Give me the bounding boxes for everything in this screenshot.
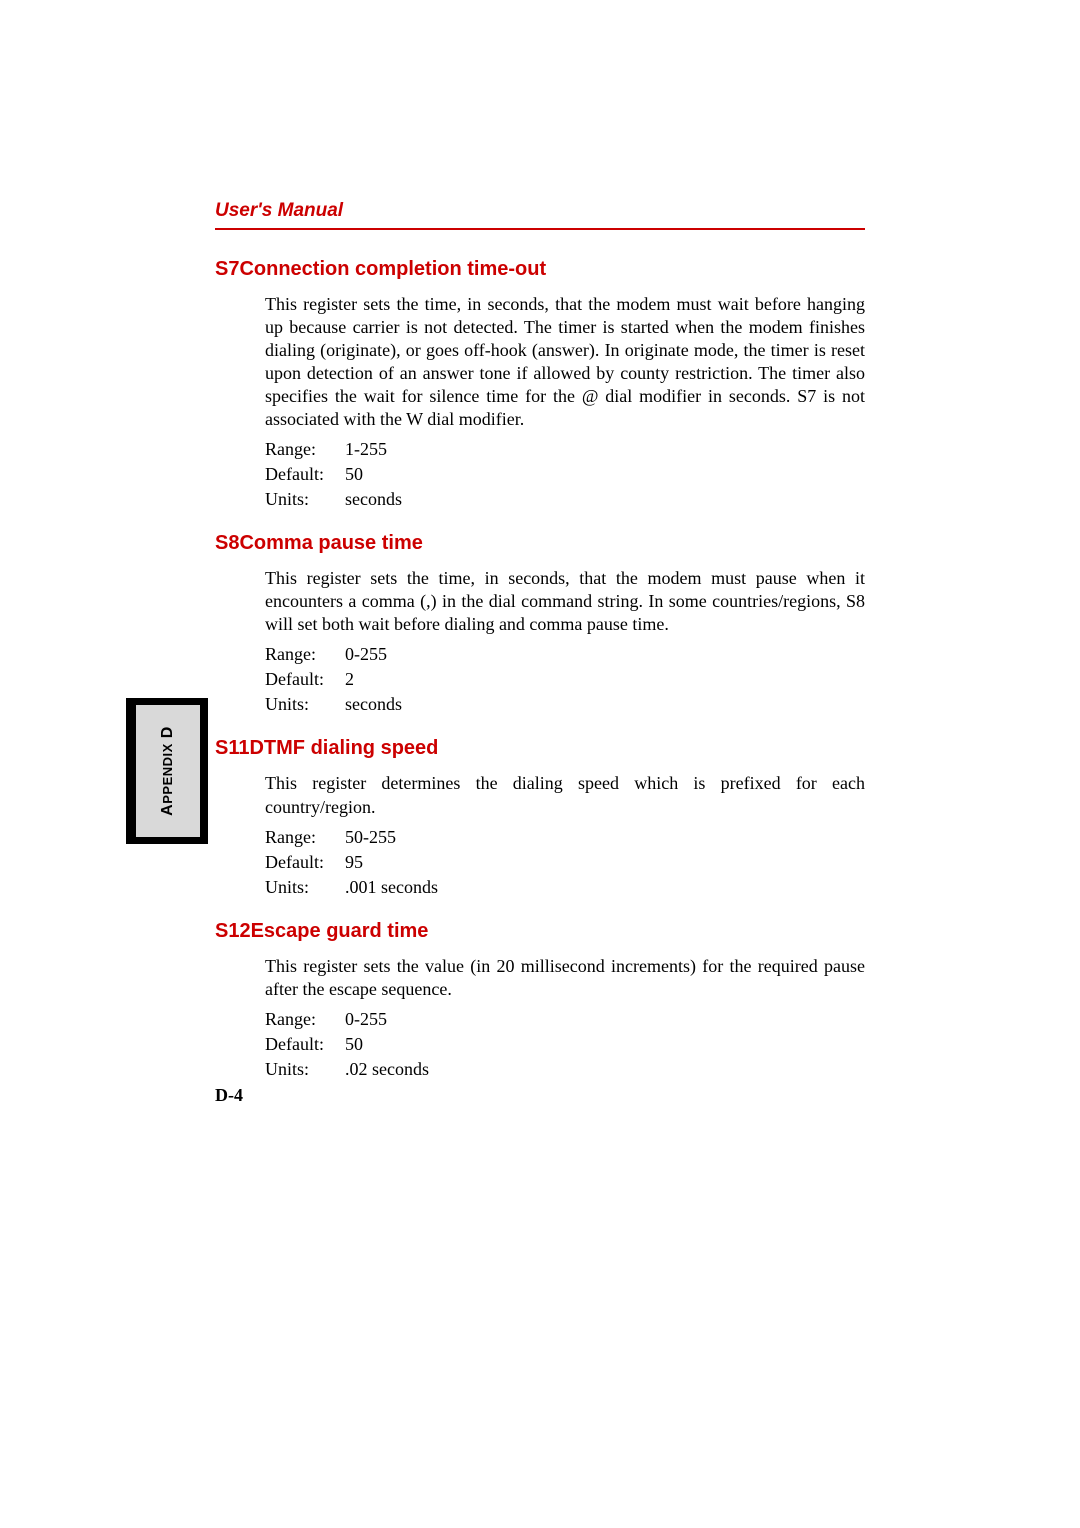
kv-value-range: 0-255 (345, 642, 402, 667)
kv-value-units: .001 seconds (345, 875, 438, 900)
kv-value-units: seconds (345, 487, 402, 512)
heading-s7: S7Connection completion time-out (215, 258, 865, 281)
body-s11: This register determines the dialing spe… (265, 772, 865, 899)
kv-s12: Range:0-255 Default:50 Units:.02 seconds (265, 1007, 429, 1082)
kv-s11: Range:50-255 Default:95 Units:.001 secon… (265, 825, 438, 900)
running-header: User's Manual (215, 200, 865, 230)
tab-label-rest: PPENDIX (160, 743, 175, 804)
kv-label-range: Range: (265, 437, 345, 462)
body-s7: This register sets the time, in seconds,… (265, 293, 865, 512)
kv-row: Units:.001 seconds (265, 875, 438, 900)
kv-row: Range:0-255 (265, 642, 402, 667)
kv-label-default: Default: (265, 850, 345, 875)
tab-label: APPENDIX D (159, 726, 177, 816)
kv-label-range: Range: (265, 1007, 345, 1032)
kv-row: Default:2 (265, 667, 402, 692)
body-s12: This register sets the value (in 20 mill… (265, 955, 865, 1082)
tab-label-suffix: D (159, 726, 176, 743)
kv-row: Range:0-255 (265, 1007, 429, 1032)
kv-value-default: 50 (345, 1032, 429, 1057)
kv-label-range: Range: (265, 642, 345, 667)
kv-label-default: Default: (265, 462, 345, 487)
page-content: User's Manual S7Connection completion ti… (215, 200, 865, 1082)
kv-row: Default:50 (265, 1032, 429, 1057)
kv-value-default: 95 (345, 850, 438, 875)
kv-value-default: 50 (345, 462, 402, 487)
para-s11: This register determines the dialing spe… (265, 772, 865, 818)
tab-inner: APPENDIX D (136, 705, 200, 837)
kv-label-range: Range: (265, 825, 345, 850)
kv-row: Range:50-255 (265, 825, 438, 850)
kv-label-units: Units: (265, 1057, 345, 1082)
para-s12: This register sets the value (in 20 mill… (265, 955, 865, 1001)
heading-s11: S11DTMF dialing speed (215, 737, 865, 760)
heading-s8: S8Comma pause time (215, 532, 865, 555)
kv-s7: Range:1-255 Default:50 Units:seconds (265, 437, 402, 512)
kv-row: Default:50 (265, 462, 402, 487)
kv-row: Range:1-255 (265, 437, 402, 462)
kv-label-units: Units: (265, 692, 345, 717)
appendix-tab: APPENDIX D (126, 698, 208, 844)
body-s8: This register sets the time, in seconds,… (265, 567, 865, 717)
kv-label-units: Units: (265, 875, 345, 900)
kv-label-units: Units: (265, 487, 345, 512)
kv-value-default: 2 (345, 667, 402, 692)
kv-row: Units:seconds (265, 487, 402, 512)
kv-row: Default:95 (265, 850, 438, 875)
kv-value-units: seconds (345, 692, 402, 717)
kv-value-range: 0-255 (345, 1007, 429, 1032)
kv-label-default: Default: (265, 667, 345, 692)
page-number: D-4 (215, 1085, 243, 1106)
para-s7: This register sets the time, in seconds,… (265, 293, 865, 431)
kv-value-range: 50-255 (345, 825, 438, 850)
kv-s8: Range:0-255 Default:2 Units:seconds (265, 642, 402, 717)
kv-row: Units:seconds (265, 692, 402, 717)
heading-s12: S12Escape guard time (215, 920, 865, 943)
tab-label-prefix: A (159, 804, 176, 816)
kv-row: Units:.02 seconds (265, 1057, 429, 1082)
kv-value-range: 1-255 (345, 437, 402, 462)
para-s8: This register sets the time, in seconds,… (265, 567, 865, 636)
kv-label-default: Default: (265, 1032, 345, 1057)
kv-value-units: .02 seconds (345, 1057, 429, 1082)
